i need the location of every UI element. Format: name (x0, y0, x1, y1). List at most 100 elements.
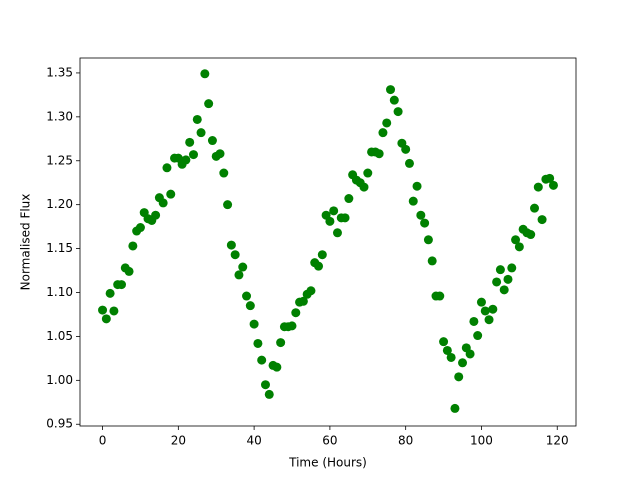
point (442, 345, 452, 355)
point (298, 296, 308, 306)
point (454, 372, 464, 382)
point (98, 305, 108, 315)
point (215, 149, 225, 159)
point (306, 286, 316, 296)
point (499, 285, 509, 295)
point (476, 297, 486, 307)
point (446, 352, 456, 362)
x-tick-label: 60 (322, 434, 337, 448)
point (484, 315, 494, 325)
point (359, 182, 369, 192)
point (105, 288, 115, 298)
x-axis-label: Time (Hours) (288, 456, 367, 470)
point (545, 173, 555, 183)
point (325, 216, 335, 226)
point (249, 319, 259, 329)
point (196, 128, 206, 138)
x-tick-label: 0 (99, 434, 107, 448)
point (162, 163, 172, 173)
y-tick-label: 1.25 (46, 153, 73, 167)
point (151, 210, 161, 220)
point (204, 99, 214, 109)
point (480, 306, 490, 316)
point (507, 263, 517, 273)
y-tick-label: 1.05 (46, 329, 73, 343)
point (514, 242, 524, 252)
point (537, 215, 547, 225)
x-tick-label: 120 (546, 434, 569, 448)
point (181, 155, 191, 165)
point (219, 168, 229, 178)
y-tick-label: 1.10 (46, 285, 73, 299)
point (116, 280, 126, 290)
point (473, 331, 483, 341)
point (287, 321, 297, 331)
x-tick-label: 20 (171, 434, 186, 448)
point (166, 189, 176, 199)
point (242, 291, 252, 301)
point (260, 380, 270, 390)
y-axis-label: Normalised Flux (19, 194, 33, 291)
point (492, 277, 502, 287)
point (378, 128, 388, 138)
point (135, 223, 145, 233)
point (423, 235, 433, 245)
y-tick-label: 1.30 (46, 109, 73, 123)
point (503, 274, 513, 284)
point (344, 194, 354, 204)
point (393, 107, 403, 117)
point (226, 240, 236, 250)
point (404, 158, 414, 168)
point (238, 262, 248, 272)
point (389, 95, 399, 105)
point (401, 144, 411, 154)
point (264, 389, 274, 399)
point (511, 235, 521, 245)
y-tick-label: 1.20 (46, 197, 73, 211)
point (412, 181, 422, 191)
point (363, 168, 373, 178)
point (488, 304, 498, 314)
point (458, 358, 468, 368)
point (276, 338, 286, 348)
x-tick-label: 100 (470, 434, 493, 448)
point (185, 137, 195, 147)
point (109, 306, 119, 316)
y-tick-label: 1.15 (46, 241, 73, 255)
point (230, 250, 240, 260)
x-tick-label: 40 (246, 434, 261, 448)
y-tick-label: 1.00 (46, 373, 73, 387)
point (530, 203, 540, 213)
point (408, 196, 418, 206)
point (548, 180, 558, 190)
point (450, 403, 460, 413)
point (329, 206, 339, 216)
point (374, 149, 384, 159)
x-tick-label: 80 (398, 434, 413, 448)
point (314, 261, 324, 271)
point (332, 228, 342, 238)
point (416, 210, 426, 220)
point (272, 362, 282, 372)
point (124, 266, 134, 276)
point (192, 114, 202, 124)
point (245, 301, 255, 311)
point (340, 213, 350, 223)
point (386, 85, 396, 95)
point (382, 118, 392, 128)
point (435, 291, 445, 301)
point (223, 200, 233, 210)
point (526, 230, 536, 240)
point (291, 308, 301, 318)
point (101, 314, 111, 324)
y-tick-label: 0.95 (46, 417, 73, 431)
point (439, 337, 449, 347)
plot-frame (79, 57, 577, 427)
y-tick-label: 1.35 (46, 65, 73, 79)
point (420, 218, 430, 228)
point (253, 338, 263, 348)
point (128, 241, 138, 251)
point (188, 150, 198, 160)
